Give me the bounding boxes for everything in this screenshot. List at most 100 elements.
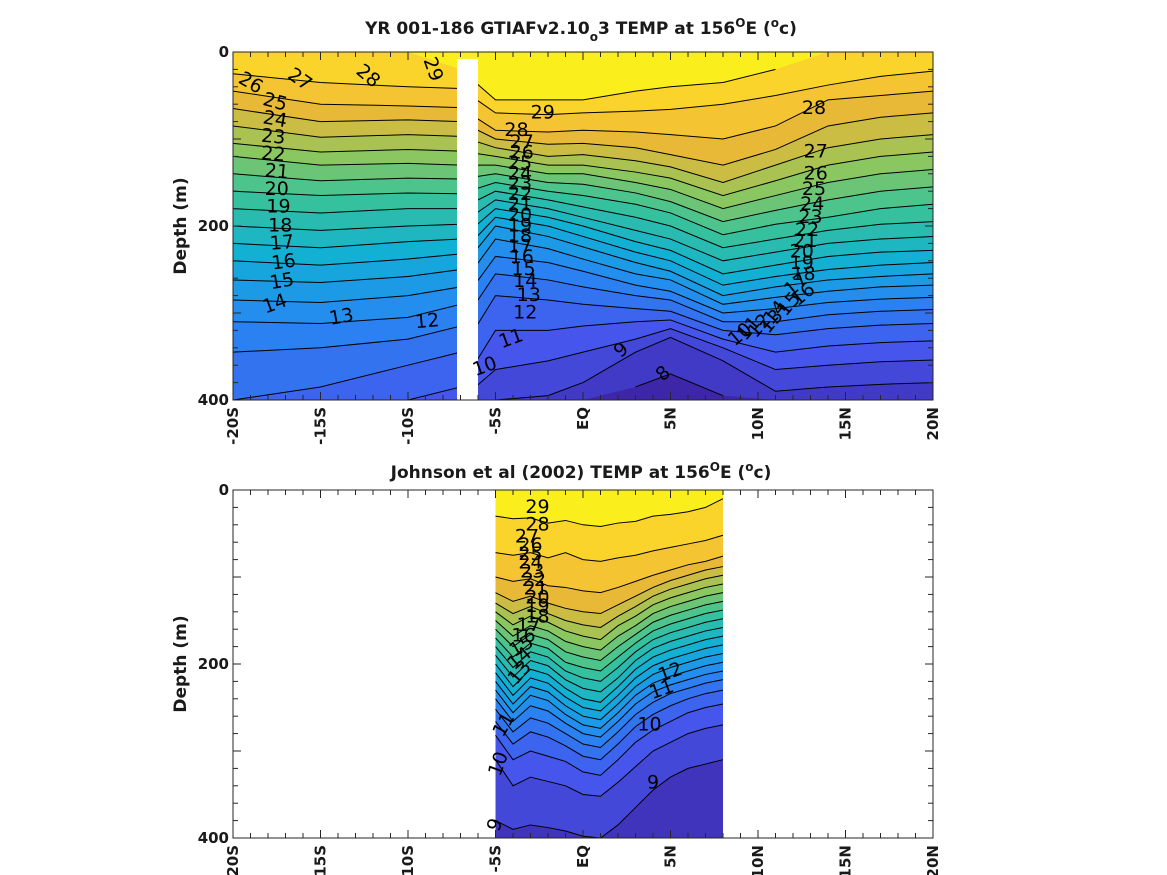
panel1-title: YR 001-186 GTIAFv2.10o3 TEMP at 156OE (o…	[364, 16, 797, 44]
panel1-tick-marks: -20S -15S -10S -5S EQ 5N 10N 15N 20N 0 200 400	[198, 43, 942, 445]
y-tick-label: 0	[219, 43, 229, 61]
contour-line-11	[407, 319, 933, 400]
contour-label: 25	[508, 152, 532, 174]
contour-line-28	[495, 534, 724, 562]
contour-label: 20	[265, 178, 289, 200]
contour-label: 17	[508, 235, 532, 257]
contour-line-18	[495, 635, 724, 703]
x-tick-label: -10S	[399, 845, 417, 875]
contour-line-20	[495, 618, 724, 682]
contour-line-9	[495, 336, 933, 400]
contour-label: 13	[517, 284, 541, 306]
contour-label: 21	[793, 230, 817, 252]
contour-label: 15	[268, 268, 296, 294]
x-tick-label: -5S	[487, 845, 505, 872]
x-tick-label: 5N	[662, 407, 680, 430]
contour-label: 15	[511, 258, 535, 280]
contour-line-18	[233, 208, 933, 275]
contour-label: 27	[510, 131, 534, 153]
contour-line-15	[233, 238, 933, 305]
contour-label: 23	[260, 125, 286, 149]
contour-label: 23	[520, 560, 544, 582]
contour-label: 21	[524, 578, 548, 600]
contour-line-28	[233, 70, 933, 116]
contour-line-9	[495, 759, 724, 838]
contour-label: 23	[798, 206, 822, 228]
x-tick-label: -15S	[312, 845, 330, 875]
contour-label: 17	[517, 614, 541, 636]
panel1-data-gap	[457, 58, 478, 401]
contour-line-11	[495, 703, 724, 776]
contour-line-21	[495, 609, 724, 672]
contour-label: 20	[525, 586, 549, 608]
contour-label: 25	[802, 178, 826, 200]
contour-line-10	[460, 328, 933, 400]
panel2-y-axis-label: Depth (m)	[171, 615, 191, 712]
heatmap-band	[495, 490, 723, 527]
x-tick-label: 20N	[924, 407, 942, 440]
contour-label: 29	[525, 496, 549, 518]
contour-label: 17	[269, 231, 295, 255]
contour-line-22	[495, 600, 724, 662]
contour-line-26	[495, 566, 724, 615]
x-tick-label: -10S	[399, 407, 417, 445]
contour-label: 25	[518, 543, 542, 565]
contour-label: 14	[513, 270, 537, 292]
contour-line-8	[635, 373, 724, 397]
contour-label: 22	[508, 183, 532, 205]
missing-data-gap	[457, 58, 478, 401]
panel2-tick-marks: -20S -15S -10S -5S EQ 5N 10N 15N 20N 0 200 400	[198, 481, 942, 875]
contour-line-17	[233, 216, 933, 286]
contour-label: 22	[522, 569, 546, 591]
contour-label: 26	[518, 534, 542, 556]
contour-label: 28	[504, 119, 528, 141]
panel2-title: Johnson et al (2002) TEMP at 156OE (oc)	[390, 460, 772, 483]
contour-label: 27	[515, 525, 539, 547]
contour-label: 16	[511, 625, 535, 647]
contour-line-24	[233, 142, 933, 197]
contour-label: 24	[518, 552, 542, 574]
contour-line-14	[495, 670, 724, 738]
panel2-heatmap-fill	[495, 490, 723, 838]
contour-line-17	[495, 644, 724, 712]
x-tick-label: 20N	[924, 845, 942, 875]
contour-line-21	[233, 181, 933, 236]
contour-label: 10	[637, 713, 661, 735]
y-tick-label: 400	[198, 391, 229, 409]
contour-label: 22	[260, 142, 286, 166]
y-tick-label: 0	[219, 481, 229, 499]
contour-line-10	[495, 724, 724, 797]
x-tick-label: 10N	[749, 407, 767, 440]
contour-line-29	[460, 68, 776, 101]
contour-line-25	[495, 574, 724, 628]
contour-line-13	[495, 679, 724, 749]
contour-line-23	[233, 155, 933, 210]
y-tick-label: 200	[198, 655, 229, 673]
contour-label: 12	[414, 309, 440, 333]
contour-line-12	[233, 295, 933, 400]
contour-line-12	[495, 689, 724, 761]
contour-label: 16	[270, 249, 297, 274]
contour-line-14	[233, 255, 933, 324]
contour-label: 28	[802, 97, 826, 119]
contour-label: 13	[328, 304, 356, 330]
contour-line-19	[495, 626, 724, 693]
contour-label: 24	[261, 106, 289, 132]
x-tick-label: EQ	[574, 845, 592, 868]
panel1-y-axis-label: Depth (m)	[171, 177, 191, 274]
contour-line-13	[233, 273, 933, 353]
y-tick-label: 200	[198, 217, 229, 235]
contour-label: 26	[804, 162, 828, 184]
contour-label: 19	[525, 595, 549, 617]
contour-label: 19	[266, 195, 290, 217]
contour-line-23	[495, 592, 724, 651]
heatmap-band	[233, 52, 933, 100]
x-tick-label: -15S	[312, 407, 330, 445]
contour-label: 9	[647, 772, 659, 794]
contour-label: 21	[264, 160, 290, 184]
contour-label: 12	[513, 302, 537, 324]
x-tick-label: 15N	[837, 845, 855, 875]
contour-label: 18	[508, 225, 532, 247]
